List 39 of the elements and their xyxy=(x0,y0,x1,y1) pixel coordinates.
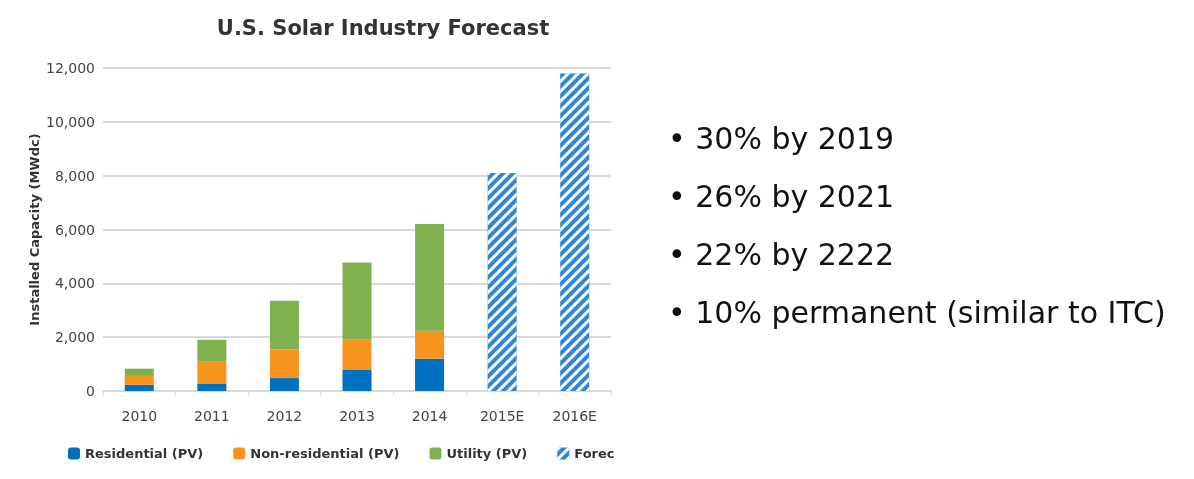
bar xyxy=(269,300,299,350)
text: • 22% by 2222 xyxy=(668,236,895,272)
legend-label: Non-residential (PV) xyxy=(250,446,400,461)
bar xyxy=(269,349,299,379)
bar xyxy=(124,375,154,385)
bar xyxy=(342,369,372,391)
y-tick-label: 2,000 xyxy=(54,329,95,346)
x-tick-label: 2011 xyxy=(194,408,230,424)
x-tick-label: 2014 xyxy=(411,408,448,424)
x-tick-label: 2015E xyxy=(479,408,525,424)
legend-label: Utility (PV) xyxy=(446,446,528,461)
y-tick-label: 12,000 xyxy=(46,60,95,76)
bar xyxy=(342,339,372,370)
bar xyxy=(415,358,445,391)
legend-label: Forec xyxy=(574,446,615,461)
y-tick-label: 6,000 xyxy=(54,221,95,238)
y-axis-title: Installed Capacity (MWdc) xyxy=(27,133,42,326)
x-tick-label: 2013 xyxy=(339,408,375,424)
bar xyxy=(342,262,372,340)
y-tick-label: 0 xyxy=(86,383,95,399)
y-tick-label: 10,000 xyxy=(46,113,95,130)
text: • 10% permanent (similar to ITC) xyxy=(668,294,1166,330)
x-tick-label: 2016E xyxy=(552,408,597,424)
bar xyxy=(415,330,445,359)
x-tick-label: 2010 xyxy=(121,408,158,424)
x-tick-label: 2012 xyxy=(266,408,303,424)
bar xyxy=(269,378,299,391)
y-tick-label: 8,000 xyxy=(54,167,95,184)
bar xyxy=(197,383,227,391)
bar xyxy=(124,368,154,376)
bar xyxy=(124,384,154,391)
chart-title: U.S. Solar Industry Forecast xyxy=(216,15,550,40)
text: • 26% by 2021 xyxy=(668,178,895,214)
bar xyxy=(197,361,227,384)
text: • 30% by 2019 xyxy=(668,120,895,156)
y-tick-label: 4,000 xyxy=(54,275,95,292)
bar xyxy=(197,339,227,362)
legend-label: Residential (PV) xyxy=(85,446,204,461)
bar xyxy=(415,224,445,331)
